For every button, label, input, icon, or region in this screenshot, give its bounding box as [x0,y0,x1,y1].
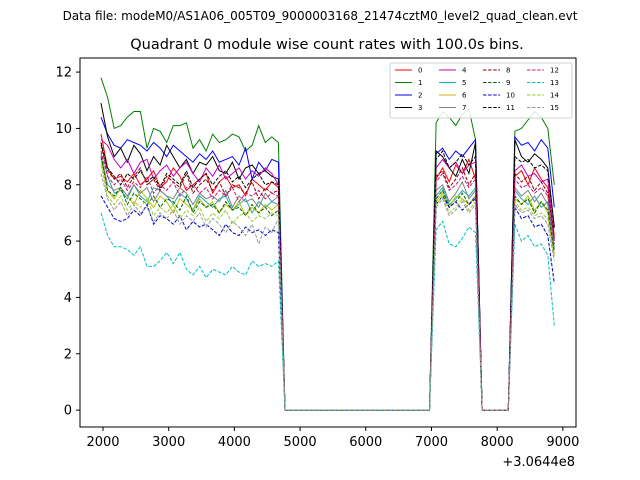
legend-label-7: 7 [462,104,466,112]
legend-label-9: 9 [506,79,510,87]
series-line-9 [100,156,555,411]
series-line-11 [100,142,555,411]
x-tick-label: 2000 [86,435,119,450]
series-line-5 [100,142,555,411]
legend-label-14: 14 [550,92,559,100]
legend-label-12: 12 [550,67,559,75]
series-line-2 [100,117,555,411]
legend-label-6: 6 [462,92,467,100]
legend-label-5: 5 [462,79,466,87]
y-tick-label: 2 [64,347,72,362]
series-line-8 [100,145,555,411]
legend-label-8: 8 [506,67,510,75]
x-tick-label: 3000 [152,435,185,450]
series-line-7 [100,153,555,411]
legend-label-4: 4 [462,67,467,75]
plot-area [100,77,555,411]
series-line-12 [100,150,555,411]
chart-title: Quadrant 0 module wise count rates with … [130,37,524,53]
x-offset-label: +3.0644e8 [502,455,575,470]
legend-label-11: 11 [506,104,515,112]
legend-label-15: 15 [550,104,559,112]
x-tick-label: 8000 [481,435,514,450]
series-line-1 [100,77,555,411]
x-tick-label: 9000 [546,435,579,450]
y-tick-label: 0 [64,404,72,419]
legend-label-3: 3 [418,104,422,112]
legend-label-1: 1 [418,79,422,87]
x-tick-label: 4000 [218,435,251,450]
series-line-15 [100,173,555,411]
series-line-14 [100,164,555,411]
series-line-10 [100,195,555,411]
series-line-13 [100,212,555,411]
x-tick-label: 7000 [415,435,448,450]
axes-frame [79,57,577,428]
chart-suptitle: Data file: modeM0/AS1A06_005T09_90000031… [63,9,578,23]
x-tick-label: 6000 [349,435,382,450]
x-tick-label: 5000 [284,435,317,450]
legend-label-0: 0 [418,67,422,75]
axes: 2000 3000 4000 5000 6000 7000 8000 900002468101… [55,57,579,450]
legend-label-2: 2 [418,92,422,100]
y-tick-label: 8 [64,178,72,193]
series-line-3 [100,103,555,411]
y-tick-label: 4 [64,291,72,306]
legend-box [389,62,573,119]
y-tick-label: 12 [55,66,72,81]
y-tick-label: 6 [64,235,72,250]
series-line-4 [100,139,555,411]
y-tick-label: 10 [55,122,72,137]
legend-label-10: 10 [506,92,515,100]
legend-label-13: 13 [550,79,559,87]
